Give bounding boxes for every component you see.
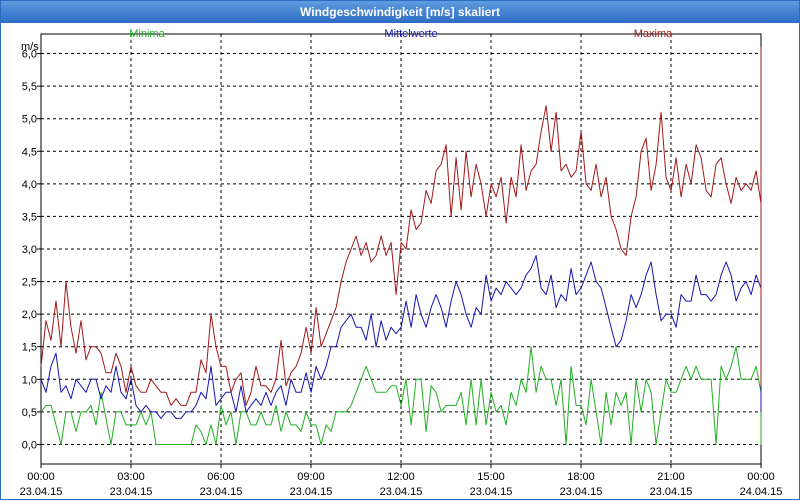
x-tick-time: 06:00 (207, 471, 235, 483)
x-tick-time: 09:00 (297, 471, 325, 483)
y-tick-label: 2,5 (22, 277, 37, 289)
x-tick-time: 12:00 (387, 471, 415, 483)
x-tick-time: 15:00 (477, 471, 505, 483)
y-tick-label: 4,0 (22, 179, 37, 191)
series-line-max (40, 46, 762, 406)
y-tick-label: 5,5 (22, 81, 37, 93)
x-tick-date: 24.04.15 (740, 486, 783, 498)
y-axis-unit: m/s (21, 41, 39, 53)
window-title: Windgeschwindigkeit [m/s] skaliert (1, 1, 799, 23)
y-tick-label: 3,5 (22, 211, 37, 223)
x-tick-date: 23.04.15 (290, 486, 333, 498)
y-tick-label: 5,0 (22, 114, 37, 126)
x-tick-date: 23.04.15 (560, 486, 603, 498)
legend-mittelwerte: Mittelwerte (384, 28, 437, 40)
y-tick-label: 2,0 (22, 309, 37, 321)
legend-minima: Minima (129, 28, 165, 40)
series-group (40, 46, 762, 445)
y-tick-label: 0,5 (22, 407, 37, 419)
chart-grid (41, 34, 761, 464)
y-axis: 0,0 0,5 1,0 1,5 2,0 2,5 3,0 3,5 4,0 4,5 5,0 5,5 6,0 (22, 49, 41, 451)
x-tick-date: 23.04.15 (380, 486, 423, 498)
y-tick-label: 1,5 (22, 342, 37, 354)
x-tick-time: 03:00 (117, 471, 145, 483)
y-tick-label: 0,0 (22, 439, 37, 451)
x-axis: 00:00 23.04.15 03:00 23.04.15 06:00 23.04.15 0… (20, 464, 783, 498)
legend-maxima: Maxima (634, 28, 673, 40)
x-tick-time: 18:00 (567, 471, 595, 483)
x-tick-time: 00:00 (27, 471, 55, 483)
x-tick-time: 21:00 (657, 471, 685, 483)
x-tick-date: 23.04.15 (200, 486, 243, 498)
y-tick-label: 1,0 (22, 374, 37, 386)
x-tick-time: 00:00 (747, 471, 775, 483)
x-tick-date: 23.04.15 (650, 486, 693, 498)
x-tick-date: 23.04.15 (470, 486, 513, 498)
y-tick-label: 4,5 (22, 146, 37, 158)
y-tick-label: 3,0 (22, 244, 37, 256)
x-tick-date: 23.04.15 (110, 486, 153, 498)
y-tick-label: 6,0 (22, 49, 37, 61)
x-tick-date: 23.04.15 (20, 486, 63, 498)
